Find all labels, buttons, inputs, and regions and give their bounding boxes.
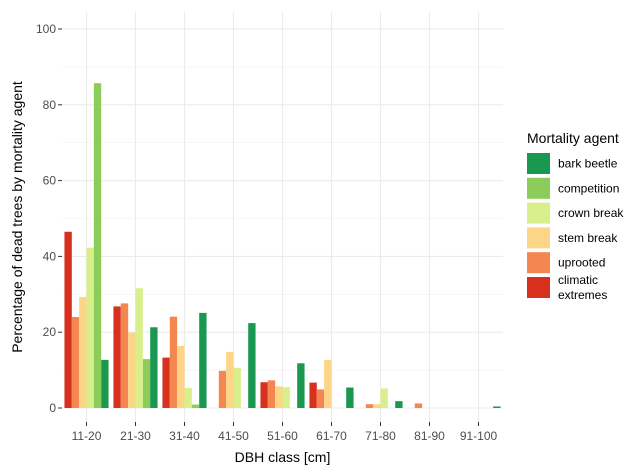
legend-label: extremes bbox=[558, 288, 607, 302]
bar-uprooted-31-40 bbox=[169, 316, 178, 408]
y-axis-title: Percentage of dead trees by mortality ag… bbox=[9, 81, 25, 353]
legend-label: stem break bbox=[558, 231, 618, 245]
bar-competition-31-40 bbox=[191, 404, 200, 408]
bar-bark-beetle-51-60 bbox=[297, 363, 305, 408]
x-tick-label: 81-90 bbox=[414, 429, 445, 443]
bar-competition-11-20 bbox=[93, 83, 102, 409]
y-tick-label: 0 bbox=[49, 401, 56, 415]
y-tick-label: 40 bbox=[43, 249, 57, 263]
bar-climatic-extremes-61-70 bbox=[309, 382, 317, 408]
bar-stem-break-51-60 bbox=[275, 386, 283, 408]
bar-crown-break-21-30 bbox=[135, 288, 143, 408]
bar-uprooted-61-70 bbox=[316, 389, 325, 408]
bar-climatic-extremes-31-40 bbox=[162, 357, 170, 408]
legend-key-bark-beetle bbox=[527, 153, 550, 174]
bars-group bbox=[64, 83, 501, 409]
bar-uprooted-41-50 bbox=[218, 370, 227, 408]
y-tick-label: 60 bbox=[43, 174, 57, 188]
legend-label: bark beetle bbox=[558, 157, 618, 171]
bar-stem-break-61-70 bbox=[324, 359, 332, 408]
x-tick-label: 21-30 bbox=[120, 429, 151, 443]
bar-uprooted-81-90 bbox=[414, 403, 423, 408]
bar-stem-break-21-30 bbox=[128, 332, 136, 408]
bar-uprooted-51-60 bbox=[267, 380, 276, 408]
bar-bark-beetle-31-40 bbox=[199, 312, 207, 408]
bar-bark-beetle-71-80 bbox=[395, 401, 403, 408]
legend-label: competition bbox=[558, 181, 619, 195]
y-tick-label: 20 bbox=[43, 325, 57, 339]
bar-competition-21-30 bbox=[142, 359, 151, 408]
bar-bark-beetle-41-50 bbox=[248, 323, 256, 408]
legend-label: climatic bbox=[558, 273, 598, 287]
x-tick-label: 61-70 bbox=[316, 429, 347, 443]
bar-stem-break-31-40 bbox=[177, 345, 185, 408]
bar-bark-beetle-61-70 bbox=[346, 387, 354, 408]
bar-climatic-extremes-51-60 bbox=[260, 382, 268, 408]
bar-bark-beetle-91-100 bbox=[493, 406, 501, 408]
bar-bark-beetle-21-30 bbox=[150, 327, 158, 408]
legend-title: Mortality agent bbox=[527, 130, 619, 146]
legend: Mortality agent bark beetle competition cr… bbox=[527, 130, 624, 302]
y-tick-label: 100 bbox=[36, 22, 56, 36]
bar-uprooted-21-30 bbox=[120, 303, 129, 408]
bar-climatic-extremes-11-20 bbox=[64, 231, 72, 408]
bar-stem-break-41-50 bbox=[226, 351, 234, 408]
bar-crown-break-51-60 bbox=[282, 387, 290, 408]
bar-stem-break-11-20 bbox=[79, 296, 87, 408]
legend-key-uprooted bbox=[527, 252, 550, 274]
bar-uprooted-11-20 bbox=[71, 317, 80, 408]
legend-key-climatic-extremes bbox=[527, 277, 550, 298]
legend-label: crown break bbox=[558, 206, 624, 220]
x-tick-label: 11-20 bbox=[72, 429, 102, 443]
bar-crown-break-11-20 bbox=[86, 247, 94, 408]
x-tick-label: 91-100 bbox=[460, 429, 498, 443]
legend-key-stem-break bbox=[527, 227, 550, 249]
x-tick-label: 41-50 bbox=[218, 429, 249, 443]
legend-key-crown-break bbox=[527, 202, 550, 224]
y-axis-ticks: 0 20 40 60 80 100 bbox=[36, 22, 62, 415]
legend-label: uprooted bbox=[558, 256, 605, 270]
bar-crown-break-71-80 bbox=[380, 388, 388, 408]
y-tick-label: 80 bbox=[43, 98, 57, 112]
bar-climatic-extremes-21-30 bbox=[113, 306, 121, 408]
x-axis-title: DBH class [cm] bbox=[235, 449, 331, 465]
bar-stem-break-71-80 bbox=[373, 404, 381, 408]
bar-uprooted-71-80 bbox=[365, 404, 374, 408]
x-tick-label: 31-40 bbox=[169, 429, 200, 443]
bar-bark-beetle-11-20 bbox=[101, 359, 109, 408]
x-tick-label: 71-80 bbox=[365, 429, 396, 443]
x-axis-ticks: 11-20 21-30 31-40 41-50 51-60 61-70 71-80 81-90… bbox=[72, 422, 498, 443]
bar-crown-break-41-50 bbox=[233, 367, 241, 408]
x-tick-label: 51-60 bbox=[267, 429, 298, 443]
legend-key-competition bbox=[527, 177, 550, 199]
bar-crown-break-31-40 bbox=[184, 387, 192, 408]
